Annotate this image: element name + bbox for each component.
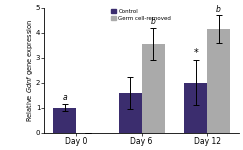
Legend: Control, Germ cell-removed: Control, Germ cell-removed — [109, 8, 172, 22]
Bar — [53, 108, 76, 133]
Text: b: b — [151, 17, 156, 26]
Text: a: a — [62, 93, 67, 102]
Bar — [142, 44, 165, 133]
Text: Relative $\it{Gdnf}$ gene expression: Relative $\it{Gdnf}$ gene expression — [25, 19, 35, 122]
Bar — [119, 93, 142, 133]
Text: b: b — [216, 5, 221, 14]
Bar — [184, 83, 207, 133]
Text: *: * — [193, 48, 198, 58]
Bar — [207, 29, 230, 133]
